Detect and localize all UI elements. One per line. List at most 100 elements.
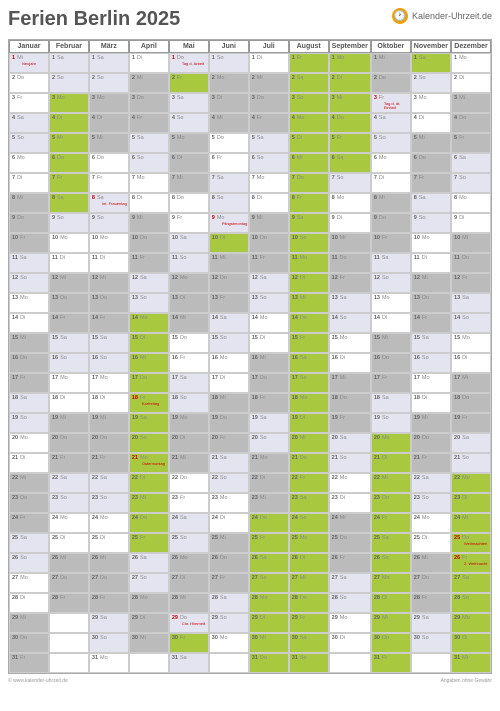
day-cell: 20So (129, 433, 169, 453)
month-header: März (89, 40, 129, 53)
day-cell: 16Do (9, 353, 49, 373)
day-cell: 24Di (209, 513, 249, 533)
day-cell: 16Fr (169, 353, 209, 373)
month-header: Juli (249, 40, 289, 53)
day-cell: 7Fr (89, 173, 129, 193)
day-cell: 27Fr (209, 573, 249, 593)
day-cell: 4Mi (209, 113, 249, 133)
day-cell: 7Sa (209, 173, 249, 193)
day-cell: 17Mo (49, 373, 89, 393)
day-cell: 5So (371, 133, 411, 153)
day-cell: 18Di (49, 393, 89, 413)
day-cell: 3Mo (89, 93, 129, 113)
day-cell: 11Fr (249, 253, 289, 273)
day-cell: 15Sa (49, 333, 89, 353)
day-cell: 30Di (451, 633, 491, 653)
day-cell: 18Do (329, 393, 371, 413)
day-cell: 10Fr (371, 233, 411, 253)
day-cell: 27Do (89, 573, 129, 593)
day-cell: 13Di (169, 293, 209, 313)
day-cell: 29Mo (329, 613, 371, 633)
day-cell: 9Di (451, 213, 491, 233)
day-cell: 27Mi (289, 573, 329, 593)
day-cell (329, 653, 371, 673)
day-cell: 19Mi (49, 413, 89, 433)
day-cell: 7Fr (49, 173, 89, 193)
day-cell: 29Fr (289, 613, 329, 633)
day-cell: 2Di (451, 73, 491, 93)
day-cell: 9So (411, 213, 451, 233)
day-cell: 28Fr (411, 593, 451, 613)
day-cell: 5Mo (169, 133, 209, 153)
day-cell: 18Mi (209, 393, 249, 413)
day-cell: 10Fr (9, 233, 49, 253)
day-cell: 27Mo (9, 573, 49, 593)
day-cell: 1MiNeujahr (9, 53, 49, 73)
day-cell: 22So (209, 473, 249, 493)
day-cell: 25Do (329, 533, 371, 553)
day-cell: 19Mo (169, 413, 209, 433)
day-cell: 26Fr (329, 553, 371, 573)
day-cell: 19Fr (451, 413, 491, 433)
day-cell: 5Fr (451, 133, 491, 153)
day-cell: 6Mo (9, 153, 49, 173)
day-cell: 20Sa (329, 433, 371, 453)
day-cell: 4Di (411, 113, 451, 133)
day-cell: 15Di (129, 333, 169, 353)
day-cell: 27Sa (451, 573, 491, 593)
day-cell: 12So (371, 273, 411, 293)
day-cell: 16Di (329, 353, 371, 373)
day-cell: 31Sa (169, 653, 209, 673)
day-cell: 9Sa (289, 213, 329, 233)
day-cell: 25DoWeihnachten (451, 533, 491, 553)
day-cell: 25Di (411, 533, 451, 553)
day-cell: 1Mi (371, 53, 411, 73)
day-cell: 5Mi (89, 133, 129, 153)
day-cell: 10Mo (49, 233, 89, 253)
day-cell: 3Do (249, 93, 289, 113)
day-cell: 13Do (89, 293, 129, 313)
day-cell: 9So (89, 213, 129, 233)
day-cell: 18Di (411, 393, 451, 413)
day-cell: 18Sa (9, 393, 49, 413)
day-cell: 14Fr (49, 313, 89, 333)
day-cell: 19Fr (329, 413, 371, 433)
day-cell: 28Mi (169, 593, 209, 613)
day-cell (49, 653, 89, 673)
month-header: November (411, 40, 451, 53)
day-cell: 29Sa (411, 613, 451, 633)
day-cell: 16Do (371, 353, 411, 373)
day-cell: 9Do (9, 213, 49, 233)
day-cell: 17Sa (169, 373, 209, 393)
day-cell: 26Mi (49, 553, 89, 573)
day-cell: 7So (451, 173, 491, 193)
day-cell: 30Do (371, 633, 411, 653)
day-cell: 25Sa (371, 533, 411, 553)
day-cell: 30Do (9, 633, 49, 653)
day-cell: 16Mi (129, 353, 169, 373)
calendar-grid: JanuarFebruarMärzAprilMaiJuniJuliAugustS… (8, 39, 492, 674)
day-cell: 18Di (89, 393, 129, 413)
day-cell: 20Do (411, 433, 451, 453)
day-cell: 26Mo (169, 553, 209, 573)
day-cell: 22Mi (9, 473, 49, 493)
day-cell: 2Do (371, 73, 411, 93)
day-cell: 6Do (411, 153, 451, 173)
day-cell: 17Do (249, 373, 289, 393)
day-cell (209, 653, 249, 673)
day-cell: 20Mi (289, 433, 329, 453)
day-cell: 23So (411, 493, 451, 513)
day-cell: 17Mi (451, 373, 491, 393)
day-cell: 11Sa (9, 253, 49, 273)
day-cell: 25Fr (129, 533, 169, 553)
day-cell: 17Mo (411, 373, 451, 393)
day-cell: 31Do (249, 653, 289, 673)
day-cell: 7Fr (411, 173, 451, 193)
day-cell: 2Mo (209, 73, 249, 93)
day-cell: 17Mo (89, 373, 129, 393)
month-header: Mai (169, 40, 209, 53)
day-cell: 28Sa (209, 593, 249, 613)
day-cell: 4So (169, 113, 209, 133)
day-cell: 19So (371, 413, 411, 433)
day-cell: 4Do (451, 113, 491, 133)
